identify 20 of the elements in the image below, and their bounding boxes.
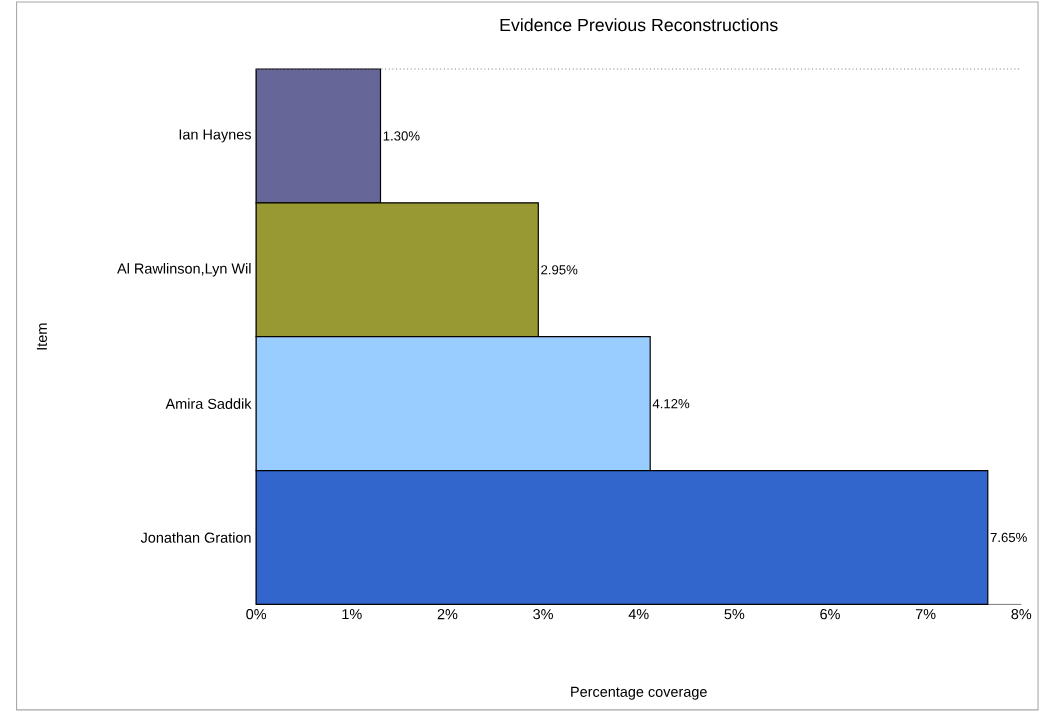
x-tick-label: 3% xyxy=(533,609,553,620)
x-tick-label: 4% xyxy=(628,609,649,620)
x-tick-label: 8% xyxy=(1011,609,1032,620)
y-tick-label: Amira Saddik xyxy=(165,398,252,410)
x-tick-label: 6% xyxy=(820,609,840,620)
x-tick-label: 0% xyxy=(246,609,267,620)
x-tick-label: 7% xyxy=(915,609,936,620)
y-tick-label: Jonathan Gration xyxy=(140,532,251,543)
data-label: 7.65% xyxy=(990,532,1027,543)
y-tick-label: Ian Haynes xyxy=(179,129,251,143)
x-axis-title: Percentage coverage xyxy=(571,686,707,700)
x-tick-label: 5% xyxy=(724,609,745,620)
data-label: 1.30% xyxy=(383,131,420,141)
data-label: 2.95% xyxy=(541,265,578,275)
chart-title: Evidence Previous Reconstructions xyxy=(500,18,778,32)
x-tick-label: 2% xyxy=(437,609,458,620)
x-tick-label: 1% xyxy=(342,609,362,620)
y-tick-label: Al Rawlinson,Lyn Wil xyxy=(117,263,251,277)
y-axis-title: Item xyxy=(36,323,47,350)
data-label: 4.12% xyxy=(652,399,690,409)
